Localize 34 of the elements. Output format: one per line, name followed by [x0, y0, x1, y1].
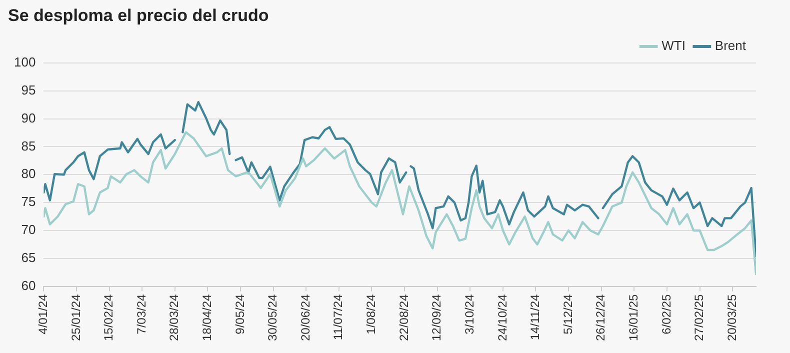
y-tick-label: 80: [21, 166, 36, 182]
x-tick-label: 6/02/25: [659, 294, 674, 334]
x-tick-label: 16/01/25: [626, 294, 640, 342]
x-tick-label: 3/10/24: [462, 294, 476, 334]
legend-label: WTI: [662, 38, 686, 54]
y-tick-label: 95: [21, 82, 36, 98]
y-tick-label: 65: [21, 250, 36, 265]
x-tick-label: 4/01/24: [36, 294, 50, 334]
y-tick-label: 100: [14, 54, 36, 70]
y-tick-label: 70: [21, 222, 36, 238]
y-tick-label: 85: [21, 138, 36, 154]
x-tick-label: 12/09/24: [430, 294, 444, 342]
x-tick-label: 30/05/24: [266, 294, 280, 342]
x-tick-label: 1/08/24: [364, 294, 378, 334]
x-tick-label: 20/03/25: [724, 294, 739, 342]
y-tick-label: 75: [21, 194, 36, 210]
y-tick-label: 90: [21, 110, 36, 126]
x-tick-label: 26/12/24: [594, 294, 608, 342]
legend-label: Brent: [714, 38, 746, 54]
x-tick-label: 20/06/24: [298, 294, 312, 342]
x-tick-label: 25/01/24: [68, 294, 83, 342]
x-tick-label: 27/02/25: [692, 294, 706, 342]
x-tick-label: 11/07/24: [331, 294, 346, 340]
x-tick-label: 9/05/24: [232, 294, 247, 334]
x-tick-label: 7/03/24: [134, 294, 148, 334]
x-tick-label: 28/03/24: [167, 294, 182, 342]
x-tick-label: 5/12/24: [560, 294, 575, 334]
x-tick-label: 24/10/24: [495, 294, 510, 342]
x-tick-label: 15/02/24: [102, 294, 116, 342]
x-tick-label: 14/11/24: [528, 294, 542, 340]
y-tick-label: 60: [21, 278, 36, 293]
chart-title: Se desploma el precio del crudo: [8, 6, 269, 26]
x-tick-label: 18/04/24: [200, 294, 214, 342]
x-tick-label: 22/08/24: [396, 294, 411, 342]
